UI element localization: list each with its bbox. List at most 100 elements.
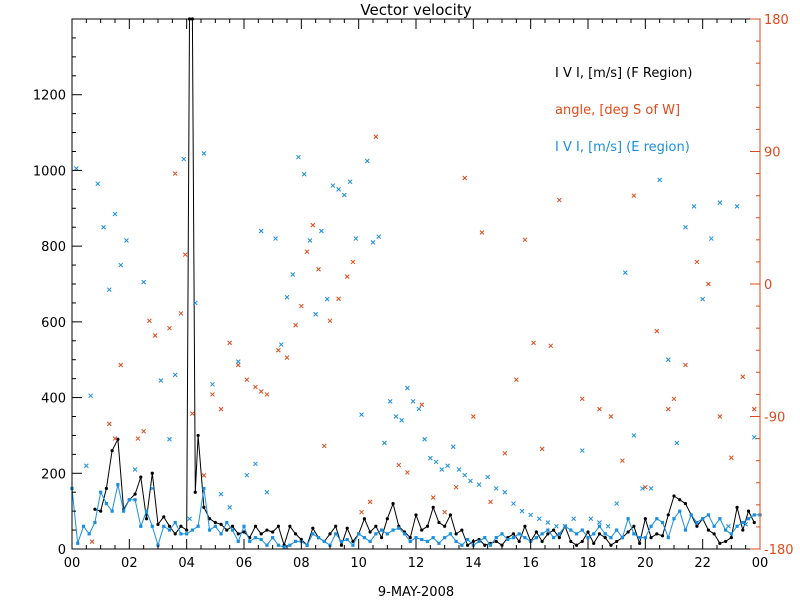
data-point — [213, 524, 217, 528]
data-point — [397, 526, 401, 530]
data-marker — [531, 340, 536, 346]
data-point — [357, 532, 361, 536]
data-marker — [416, 406, 422, 412]
data-marker — [336, 296, 341, 302]
data-point — [225, 528, 229, 532]
data-marker — [430, 495, 436, 500]
data-marker — [278, 342, 284, 347]
data-point — [93, 520, 97, 525]
data-marker — [187, 516, 192, 522]
data-point — [219, 532, 223, 536]
data-point — [678, 509, 682, 513]
data-marker — [571, 516, 577, 522]
data-point — [190, 528, 194, 532]
data-point — [402, 532, 407, 536]
legend-f-region: I V I, [m/s] (F Region) — [555, 66, 692, 81]
data-point — [712, 524, 716, 528]
data-point — [150, 524, 154, 528]
data-point — [483, 543, 487, 547]
data-point — [288, 543, 292, 547]
data-marker — [313, 311, 319, 317]
data-point — [574, 543, 579, 547]
data-point — [483, 536, 487, 540]
y-tick-label: 1200 — [33, 89, 66, 104]
data-point — [99, 509, 103, 513]
data-point — [615, 528, 619, 532]
data-point — [431, 536, 435, 540]
y-tick-label: 200 — [41, 467, 66, 482]
data-point — [122, 509, 126, 513]
data-marker — [258, 228, 264, 234]
data-marker — [359, 412, 364, 417]
data-point — [666, 536, 670, 540]
data-marker — [181, 156, 187, 162]
y-tick-label: 400 — [41, 392, 66, 407]
data-marker — [149, 486, 155, 491]
data-point — [248, 539, 252, 544]
data-point — [460, 543, 464, 547]
data-point — [339, 539, 344, 544]
data-point — [173, 520, 177, 525]
data-point — [494, 539, 498, 544]
data-point — [185, 528, 189, 532]
data-marker — [370, 240, 376, 245]
data-marker — [327, 318, 333, 324]
data-marker — [657, 177, 663, 183]
data-point — [167, 524, 172, 528]
data-point — [511, 532, 516, 536]
x-tick-label: 12 — [408, 556, 425, 571]
data-marker — [399, 417, 405, 423]
data-marker — [290, 272, 296, 277]
data-point — [242, 530, 246, 534]
data-marker — [284, 355, 290, 360]
data-point — [443, 524, 447, 528]
data-point — [729, 532, 733, 536]
data-marker — [298, 303, 304, 309]
data-marker — [640, 486, 645, 491]
data-point — [391, 501, 395, 506]
data-point — [746, 517, 751, 521]
data-point — [683, 501, 688, 506]
data-marker — [513, 377, 519, 383]
data-point — [242, 524, 246, 528]
data-marker — [382, 440, 387, 446]
data-marker — [511, 501, 516, 506]
data-marker — [258, 389, 264, 394]
data-marker — [192, 300, 198, 306]
data-point — [311, 526, 315, 530]
data-marker — [620, 458, 625, 464]
data-point — [488, 543, 493, 547]
data-point — [546, 532, 550, 536]
data-point — [185, 532, 189, 536]
data-point — [414, 513, 418, 517]
data-marker — [422, 436, 427, 442]
x-tick-label: 02 — [121, 556, 138, 571]
data-point — [351, 543, 355, 547]
data-marker — [468, 478, 473, 484]
data-marker — [476, 482, 482, 487]
data-marker — [410, 399, 416, 404]
data-marker — [321, 443, 327, 449]
x-tick-label: 10 — [350, 556, 367, 571]
data-point — [511, 536, 516, 540]
data-point — [517, 532, 521, 536]
data-point — [534, 536, 538, 540]
data-point — [626, 517, 630, 521]
data-point — [752, 520, 756, 525]
data-marker — [210, 381, 215, 387]
data-marker — [244, 377, 250, 383]
data-marker — [387, 399, 393, 404]
data-marker — [112, 211, 118, 217]
data-point — [87, 532, 91, 536]
data-point — [689, 513, 693, 517]
data-point — [620, 536, 624, 540]
data-marker — [419, 402, 425, 408]
data-point — [345, 537, 349, 542]
data-point — [552, 536, 556, 540]
data-marker — [118, 362, 124, 368]
y2-tick-label: 0 — [764, 278, 772, 293]
data-point — [322, 539, 326, 544]
data-point — [202, 505, 206, 509]
y2-tick-label: -180 — [764, 543, 794, 558]
data-marker — [106, 421, 112, 427]
